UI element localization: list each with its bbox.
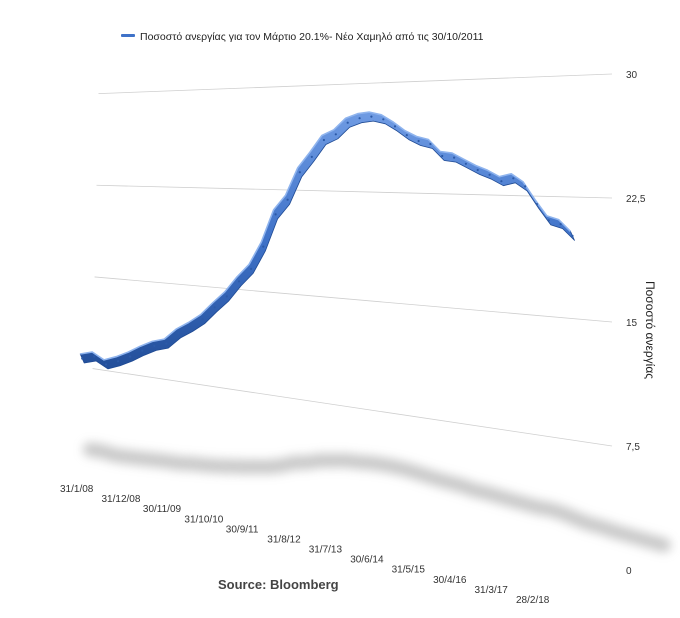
legend-swatch [121, 34, 135, 37]
x-tick-label: 31/10/10 [184, 514, 223, 525]
data-point [429, 142, 432, 146]
data-point [453, 156, 456, 159]
data-point [201, 318, 204, 321]
y-tick-label: 22,5 [626, 194, 646, 205]
data-point [500, 180, 503, 183]
data-point [334, 133, 337, 136]
data-point [547, 219, 550, 222]
data-point [117, 360, 120, 363]
data-point [286, 198, 289, 201]
x-tick-label: 31/7/13 [309, 545, 343, 556]
ribbon-highlight [80, 111, 572, 361]
data-point [346, 121, 349, 124]
gridline [98, 73, 613, 94]
data-point [213, 306, 216, 309]
data-point [177, 332, 180, 335]
data-point [441, 154, 444, 158]
data-point [417, 139, 420, 143]
legend-label: Ποσοστό ανεργίας για τον Μάρτιο 20.1%- Ν… [140, 31, 484, 43]
data-point [322, 138, 325, 142]
y-tick-label: 15 [626, 318, 638, 329]
data-point [225, 295, 228, 298]
y-tick-label: 0 [626, 566, 632, 577]
y-tick-label: 7,5 [626, 442, 640, 453]
x-tick-label: 31/5/15 [392, 565, 426, 576]
gridline [92, 368, 613, 447]
data-point [370, 115, 373, 118]
x-tick-label: 30/4/16 [433, 575, 467, 586]
data-point [524, 185, 527, 188]
ribbon-body [79, 111, 575, 370]
data-point [393, 125, 397, 128]
data-ribbon [79, 111, 575, 370]
y-tick-label: 30 [626, 70, 638, 81]
data-point [405, 134, 408, 137]
x-tick-label: 28/2/18 [516, 595, 550, 606]
x-tick-label: 31/3/17 [475, 585, 509, 596]
x-tick-label: 31/12/08 [102, 494, 141, 505]
data-point [358, 117, 361, 120]
gridline [96, 184, 613, 199]
data-point [81, 357, 84, 360]
x-tick-label: 30/9/11 [226, 524, 259, 535]
data-point [165, 342, 168, 345]
gridlines [92, 73, 613, 447]
data-point [104, 363, 108, 366]
data-point [464, 162, 467, 165]
x-tick-label: 30/6/14 [350, 555, 384, 566]
data-point [512, 177, 515, 180]
data-point [310, 155, 313, 158]
data-point [382, 118, 385, 121]
data-point [250, 267, 253, 270]
data-point [189, 325, 192, 329]
data-point [298, 171, 301, 174]
line-shadow-path [83, 442, 671, 553]
data-point [476, 168, 479, 172]
data-point [559, 223, 562, 226]
data-point [153, 344, 156, 347]
data-point [571, 234, 574, 237]
y-axis-ticks: 30 22,5 15 7,5 0 [626, 70, 646, 577]
data-point [262, 245, 265, 248]
data-point [141, 349, 144, 352]
data-point [237, 280, 241, 283]
x-tick-label: 30/11/09 [143, 504, 182, 515]
line-shadow [83, 442, 671, 553]
data-point [93, 355, 96, 358]
data-point [129, 355, 132, 358]
x-tick-label: 31/1/08 [60, 484, 94, 495]
gridline [94, 276, 613, 323]
x-tick-label: 31/8/12 [267, 535, 301, 546]
data-point [535, 203, 539, 206]
data-point [488, 173, 491, 176]
y-axis-label: Ποσοστό ανεργίας [643, 281, 657, 379]
legend: Ποσοστό ανεργίας για τον Μάρτιο 20.1%- Ν… [121, 31, 484, 43]
source-label: Source: Bloomberg [218, 577, 339, 592]
data-point [274, 213, 277, 216]
